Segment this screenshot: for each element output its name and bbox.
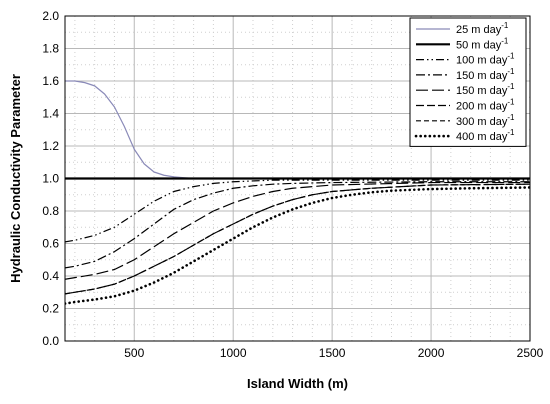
x-tick-label: 2000 [418,346,445,360]
series-line-4 [65,181,530,269]
series-line-5 [65,181,530,280]
y-tick-label: 0.2 [42,302,59,316]
series-line-3 [65,179,530,243]
legend-entry: 50 m day-1 [456,36,509,51]
legend-entry: 100 m day-1 [456,52,515,67]
legend-entry: 200 m day-1 [456,98,515,113]
series-layer [65,80,530,305]
y-tick-label: 1.6 [42,74,59,88]
series-group [65,80,530,305]
y-tick-label: 1.4 [42,107,59,121]
y-tick-label: 1.8 [42,42,59,56]
x-tick-label: 1000 [220,346,247,360]
legend-entry: 300 m day-1 [456,113,515,128]
y-tick-label: 0.4 [42,269,59,283]
series-line-7 [65,183,530,295]
legend-entry: 25 m day-1 [456,21,509,36]
y-tick-label: 1.0 [42,172,59,186]
y-axis-title: Hydraulic Conductivity Parameter [8,74,23,283]
y-tick-label: 0.0 [42,334,59,348]
y-tick-label: 1.2 [42,139,59,153]
legend-entry: 400 m day-1 [456,128,515,143]
y-tick-label: 0.6 [42,237,59,251]
legend-entry: 150 m day-1 [456,82,515,97]
x-tick-label: 500 [124,346,144,360]
y-tick-label: 2.0 [42,9,59,23]
x-axis-title: Island Width (m) [247,376,348,391]
x-tick-label: 1500 [319,346,346,360]
legend-box [409,17,527,147]
x-tick-label: 2500 [517,346,544,360]
tick-labels: 0.0 0.2 0.4 0.6 0.8 1.0 1.2 1.4 1.6 1.8 2.0 500 1000… [42,9,543,360]
plot-frame [64,15,531,342]
legend-entry: 150 m day-1 [456,67,515,82]
y-tick-label: 0.8 [42,204,59,218]
